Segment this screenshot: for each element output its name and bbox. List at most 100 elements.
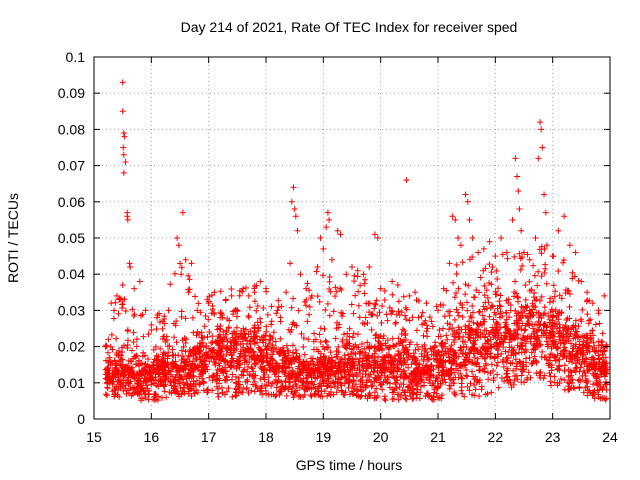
data-point — [236, 374, 243, 381]
data-point — [455, 285, 462, 292]
data-point — [133, 385, 140, 392]
data-point — [513, 363, 520, 370]
data-point — [189, 366, 196, 373]
data-point — [124, 327, 131, 334]
data-point — [194, 307, 201, 314]
data-point — [320, 378, 327, 385]
data-point — [566, 291, 573, 298]
data-point — [428, 318, 435, 325]
data-point — [557, 375, 564, 382]
data-point — [138, 382, 145, 389]
data-point — [290, 394, 297, 401]
data-point — [129, 347, 136, 354]
data-point — [395, 298, 402, 305]
data-point — [564, 326, 571, 333]
data-point — [433, 374, 440, 381]
data-point — [110, 373, 117, 380]
data-point — [305, 336, 312, 343]
data-point — [484, 350, 491, 357]
data-point — [310, 372, 317, 379]
data-point — [390, 342, 397, 349]
data-point — [381, 395, 388, 402]
data-point — [335, 363, 342, 370]
data-point — [526, 354, 533, 361]
data-point — [572, 249, 579, 256]
data-point — [602, 354, 609, 361]
data-point — [392, 319, 399, 326]
data-point — [263, 349, 270, 356]
data-point — [437, 301, 444, 308]
data-point — [451, 327, 458, 334]
data-point — [451, 316, 458, 323]
data-point — [493, 267, 500, 274]
data-point — [354, 273, 361, 280]
data-point — [403, 316, 410, 323]
data-point — [326, 216, 333, 223]
data-point — [371, 364, 378, 371]
data-point — [225, 324, 232, 331]
data-point — [454, 309, 461, 316]
data-point — [320, 245, 327, 252]
data-point — [579, 372, 586, 379]
data-point — [446, 326, 453, 333]
data-point — [483, 305, 490, 312]
data-point — [532, 235, 539, 241]
data-point — [415, 346, 422, 353]
data-point — [459, 350, 466, 357]
data-point — [479, 312, 486, 319]
data-point — [463, 354, 470, 361]
data-point — [218, 348, 225, 355]
data-point — [102, 391, 109, 398]
data-point — [314, 263, 321, 270]
data-point — [398, 338, 405, 345]
data-point — [301, 351, 308, 358]
data-point — [202, 312, 209, 319]
data-point — [552, 288, 559, 295]
data-point — [183, 336, 190, 343]
data-point — [466, 387, 473, 394]
data-point — [382, 397, 389, 404]
data-point — [284, 347, 291, 354]
data-point — [550, 282, 557, 289]
data-point — [521, 308, 528, 315]
data-point — [561, 347, 568, 354]
y-tick-label: 0.09 — [58, 85, 85, 101]
data-point — [332, 362, 339, 369]
data-point — [590, 381, 597, 388]
data-point — [157, 345, 164, 352]
data-point — [283, 342, 290, 349]
data-point — [257, 353, 264, 360]
data-point — [438, 340, 445, 347]
data-point — [182, 366, 189, 373]
data-point — [146, 387, 153, 394]
data-point — [115, 348, 122, 355]
data-point — [348, 301, 355, 308]
data-point — [306, 287, 313, 294]
data-point — [211, 289, 218, 296]
data-point — [120, 373, 127, 380]
data-point — [373, 331, 380, 338]
data-point — [192, 293, 199, 300]
data-point — [121, 133, 128, 140]
data-point — [469, 368, 476, 375]
data-point — [439, 341, 446, 348]
data-point — [419, 309, 426, 316]
data-point — [471, 382, 478, 389]
data-point — [314, 388, 321, 395]
data-point — [416, 361, 423, 368]
data-point — [222, 296, 229, 303]
data-point — [231, 330, 238, 337]
data-point — [522, 359, 529, 366]
data-point — [135, 391, 142, 398]
data-point — [557, 350, 564, 357]
data-point — [120, 151, 127, 158]
data-point — [291, 391, 298, 398]
data-point — [517, 255, 524, 262]
data-point — [518, 372, 525, 379]
data-point — [325, 344, 332, 351]
data-point — [236, 361, 243, 368]
data-point — [478, 321, 485, 328]
data-point — [354, 331, 361, 338]
data-point — [506, 339, 513, 346]
data-point — [133, 336, 140, 343]
